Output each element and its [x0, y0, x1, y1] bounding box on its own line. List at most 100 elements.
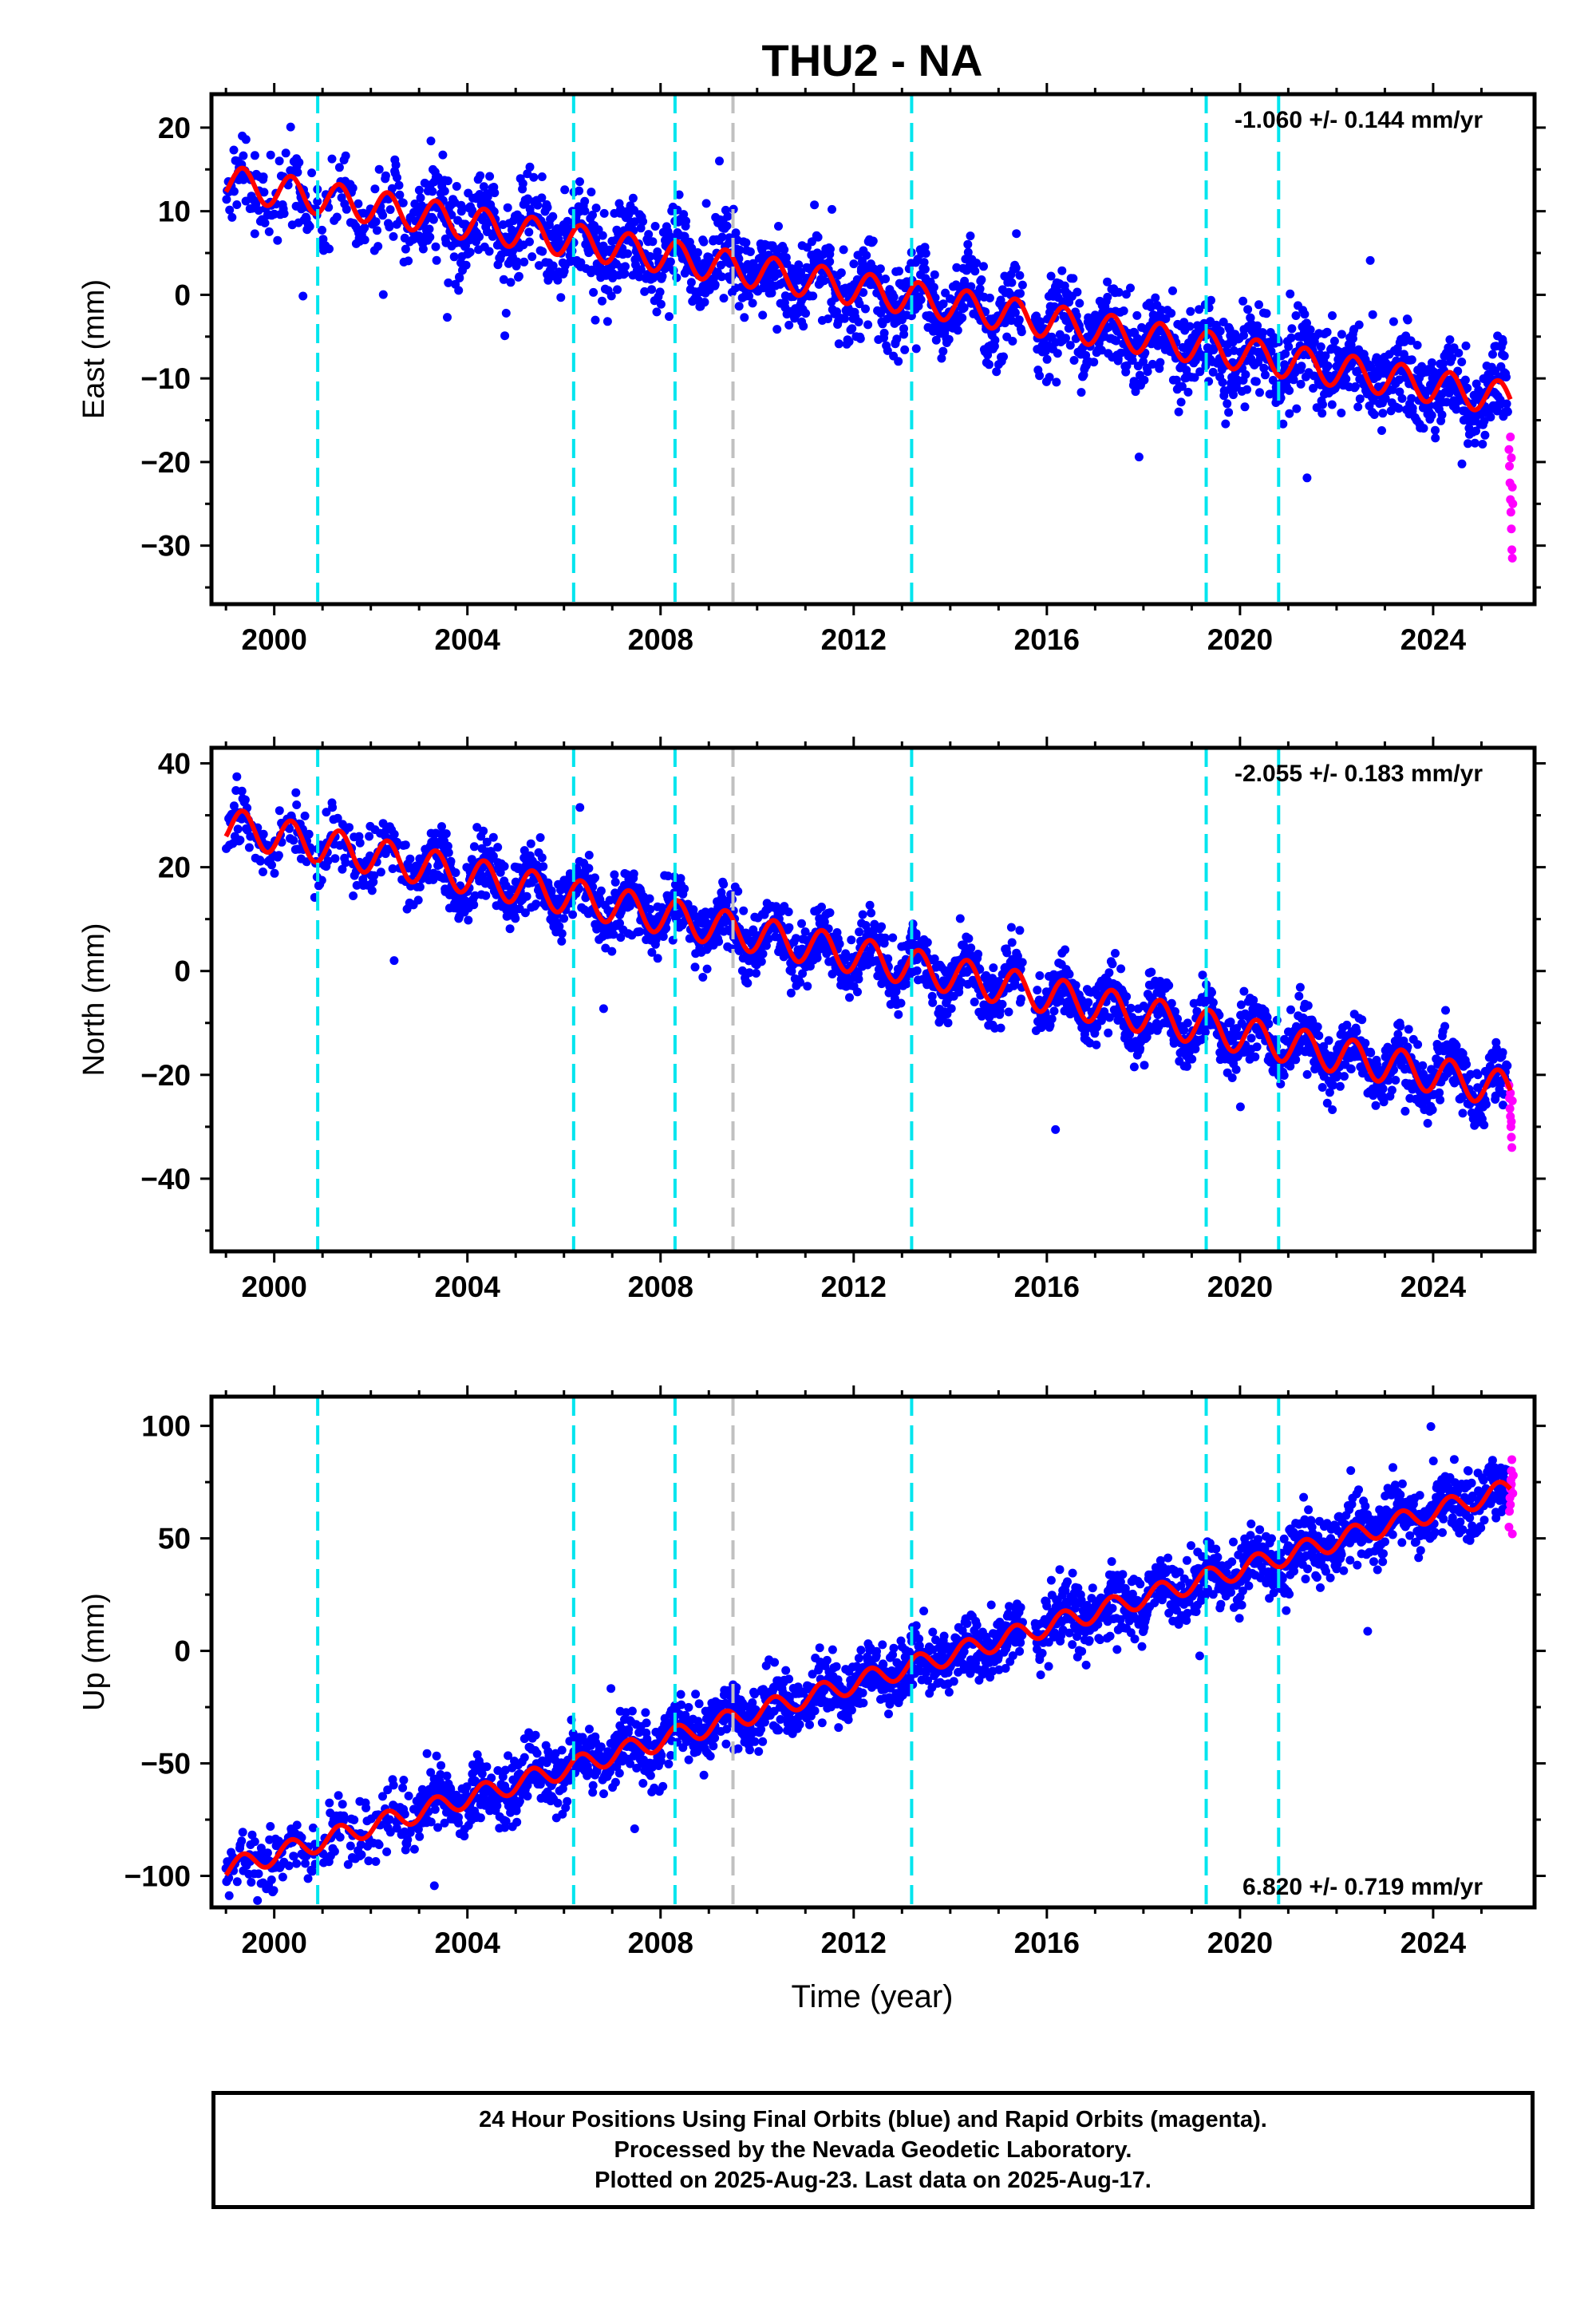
- data-point: [854, 318, 863, 326]
- data-point: [291, 788, 301, 797]
- data-point: [1250, 1052, 1260, 1061]
- data-point: [761, 941, 771, 951]
- data-point: [927, 991, 937, 1001]
- data-point: [875, 264, 885, 274]
- data-point: [1187, 1054, 1197, 1064]
- data-point: [1255, 388, 1264, 397]
- data-point: [1173, 1014, 1182, 1024]
- y-tick-label: −20: [140, 446, 191, 479]
- data-point: [275, 156, 284, 166]
- data-point: [1261, 370, 1270, 380]
- data-point: [1148, 359, 1157, 369]
- data-point: [1498, 1101, 1507, 1110]
- data-point: [1112, 336, 1120, 346]
- data-point: [1287, 324, 1297, 334]
- data-point: [1092, 1022, 1102, 1032]
- data-point: [1296, 379, 1306, 389]
- data-point: [894, 1010, 903, 1019]
- data-point: [1341, 374, 1351, 384]
- data-point: [539, 862, 548, 871]
- data-point: [966, 231, 975, 241]
- data-point: [1002, 948, 1012, 958]
- data-point: [444, 848, 453, 857]
- data-point: [1215, 326, 1225, 336]
- data-point: [1122, 992, 1132, 1002]
- data-point: [1195, 305, 1204, 314]
- data-point: [1229, 390, 1238, 400]
- data-point: [970, 267, 980, 276]
- data-point: [895, 267, 903, 276]
- data-point: [1167, 998, 1176, 1008]
- x-tick-label: 2004: [435, 1271, 501, 1303]
- data-point: [524, 227, 534, 237]
- data-point: [1479, 417, 1489, 426]
- data-point: [739, 906, 749, 915]
- data-point: [1309, 384, 1317, 393]
- data-point: [1183, 387, 1193, 397]
- data-point: [1174, 407, 1183, 417]
- data-point: [911, 929, 921, 939]
- data-point: [584, 864, 594, 873]
- data-point: [721, 900, 731, 910]
- data-point: [1167, 309, 1176, 318]
- data-point: [393, 173, 401, 183]
- data-point: [1322, 1098, 1332, 1108]
- data-point: [1437, 410, 1447, 420]
- data-point: [1231, 1065, 1241, 1074]
- data-point: [1285, 385, 1294, 395]
- rapid-orbit-points: [1504, 432, 1518, 563]
- data-point: [686, 278, 696, 287]
- data-point: [784, 923, 794, 932]
- data-point: [557, 929, 567, 939]
- data-point: [1198, 970, 1207, 980]
- data-point: [1289, 375, 1298, 385]
- data-point: [687, 243, 697, 253]
- data-point: [963, 239, 973, 249]
- data-point: [1140, 375, 1149, 385]
- rapid-data-point: [1507, 453, 1516, 463]
- data-point: [259, 188, 269, 197]
- data-point: [1361, 1038, 1370, 1048]
- data-point: [1056, 996, 1065, 1006]
- data-point: [535, 833, 545, 842]
- y-tick-label: 0: [174, 279, 191, 311]
- rapid-data-point: [1507, 524, 1516, 534]
- x-tick-label: 2016: [1014, 1271, 1080, 1303]
- data-point: [281, 148, 290, 158]
- data-point: [1503, 1061, 1512, 1070]
- data-point: [266, 150, 275, 160]
- data-point: [1208, 367, 1218, 377]
- data-point: [826, 244, 835, 254]
- data-point: [801, 309, 811, 318]
- data-point: [1017, 280, 1027, 290]
- data-point: [1207, 988, 1216, 998]
- data-point: [1103, 292, 1112, 302]
- data-point: [589, 287, 598, 297]
- data-point: [1286, 1061, 1295, 1071]
- data-point: [262, 80, 271, 89]
- data-point: [254, 206, 263, 215]
- data-point: [376, 868, 385, 877]
- rapid-data-point: [1505, 1104, 1515, 1113]
- data-point: [1461, 341, 1471, 350]
- data-point: [1089, 358, 1099, 367]
- data-point: [610, 877, 620, 887]
- data-point: [1142, 1033, 1152, 1041]
- data-point: [946, 1004, 956, 1014]
- data-point: [1502, 373, 1511, 381]
- data-point: [841, 949, 851, 958]
- data-point: [1077, 388, 1086, 397]
- data-point: [972, 259, 982, 268]
- data-point: [1122, 361, 1132, 370]
- data-point: [443, 841, 452, 851]
- data-point: [1046, 271, 1056, 281]
- data-point: [817, 903, 826, 911]
- data-point: [531, 899, 541, 909]
- data-point: [1227, 1073, 1237, 1082]
- data-point: [899, 330, 909, 339]
- data-point: [835, 939, 844, 949]
- data-point: [322, 808, 331, 817]
- data-point: [548, 261, 558, 271]
- data-point: [757, 957, 766, 966]
- data-point: [1354, 320, 1364, 330]
